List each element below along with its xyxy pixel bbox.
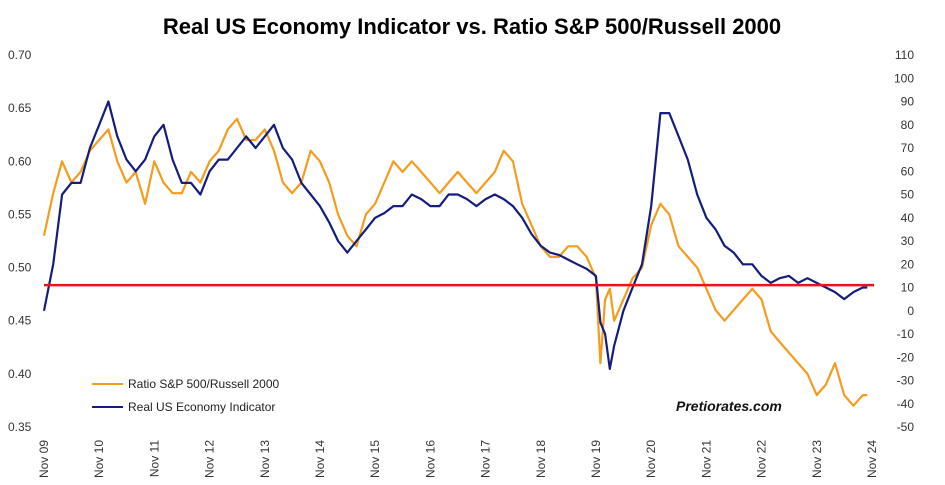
right-tick-label: -30 [897,374,915,388]
right-tick-label: 70 [901,141,915,155]
right-tick-label: 60 [901,164,915,178]
legend-label-ratio: Ratio S&P 500/Russell 2000 [128,377,280,391]
legend-label-indicator: Real US Economy Indicator [128,400,275,414]
series-layer [42,100,868,407]
x-tick-label: Nov 15 [368,440,382,478]
x-tick-label: Nov 24 [865,440,879,478]
right-tick-label: 50 [901,188,915,202]
left-tick-label: 0.70 [8,48,32,62]
right-tick-label: 0 [907,304,914,318]
left-tick-label: 0.65 [8,101,32,115]
left-tick-label: 0.45 [8,314,32,328]
right-tick-label: -10 [897,327,915,341]
left-tick-label: 0.60 [8,154,32,168]
series-line-indicator [42,100,868,370]
right-tick-label: 90 [901,95,915,109]
left-tick-label: 0.35 [8,420,32,434]
x-tick-label: Nov 17 [479,440,493,478]
left-tick-label: 0.40 [8,367,32,381]
x-tick-label: Nov 22 [755,440,769,478]
x-tick-label: Nov 16 [423,440,437,478]
right-tick-label: 110 [895,48,914,62]
right-tick-label: 10 [901,281,915,295]
right-tick-label: 80 [901,118,915,132]
right-tick-label: 40 [901,211,915,225]
x-tick-label: Nov 23 [810,440,824,478]
legend: Ratio S&P 500/Russell 2000 Real US Econo… [92,377,280,414]
x-tick-label: Nov 14 [313,440,327,478]
right-tick-label: 30 [901,234,915,248]
x-axis: Nov 09 Nov 10 Nov 11 Nov 12 Nov 13 Nov 14 Nov … [37,440,879,478]
x-tick-label: Nov 11 [147,440,161,477]
right-tick-label: -20 [897,350,915,364]
left-y-axis: 0.70 0.65 0.60 0.55 0.50 0.45 0.40 0.35 [8,48,32,434]
x-tick-label: Nov 20 [644,440,658,478]
right-tick-label: -50 [897,420,915,434]
right-tick-label: -40 [897,397,915,411]
x-tick-label: Nov 12 [203,440,217,478]
right-tick-label: 100 [894,71,914,85]
x-tick-label: Nov 13 [258,440,272,478]
watermark-text: Pretiorates.com [676,398,782,414]
chart-title: Real US Economy Indicator vs. Ratio S&P … [163,14,781,39]
left-tick-label: 0.50 [8,261,32,275]
x-tick-label: Nov 10 [92,440,106,478]
series-line-ratio [42,117,868,407]
x-tick-label: Nov 21 [699,440,713,478]
x-tick-label: Nov 09 [37,440,51,478]
left-tick-label: 0.55 [8,207,32,221]
x-tick-label: Nov 19 [589,440,603,478]
x-tick-label: Nov 18 [534,440,548,478]
right-tick-label: 20 [901,257,915,271]
